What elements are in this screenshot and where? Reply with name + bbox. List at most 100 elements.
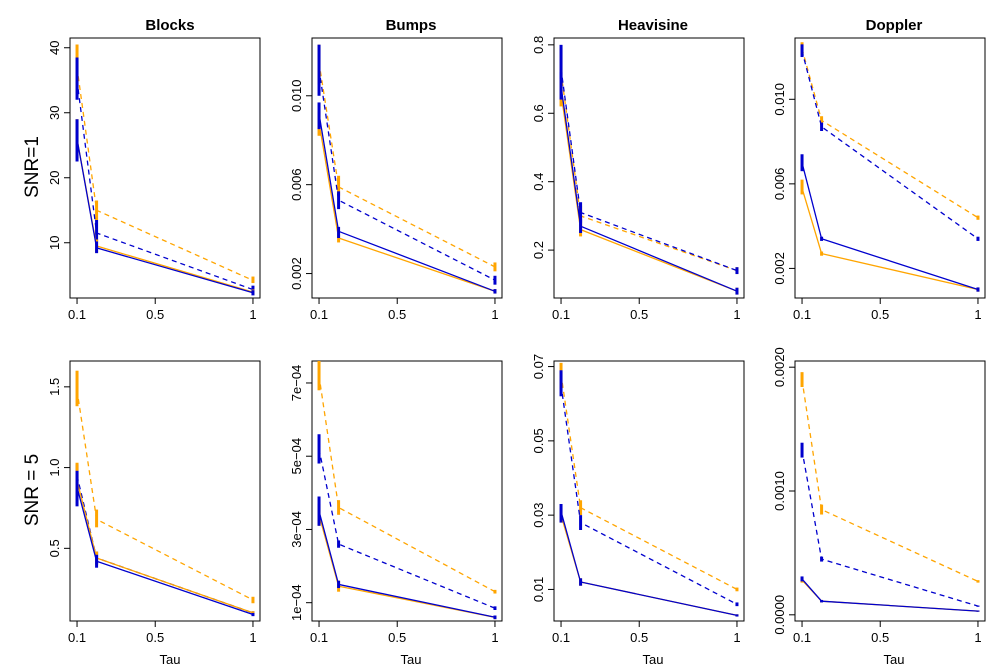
y-tick-label: 1e−04 — [289, 584, 304, 621]
x-tick-label: 1 — [733, 307, 740, 322]
series-line-dashed-blue — [801, 449, 979, 607]
series-line-solid-orange — [801, 187, 979, 291]
x-tick-label: 0.1 — [552, 630, 570, 645]
row-labels: SNR=1 SNR = 5 — [22, 136, 43, 526]
chart-panel-6: 0.01 0.03 0.05 0.07 0.1 0.5 1 — [531, 354, 745, 645]
series-line-dashed-orange — [318, 375, 496, 593]
column-title-doppler: Doppler — [866, 17, 923, 34]
x-labels: Tau Tau Tau Tau — [160, 652, 905, 667]
x-tick-label: 0.5 — [630, 307, 648, 322]
y-tick-label: 0.0010 — [772, 471, 787, 511]
plot-frame — [794, 37, 986, 299]
x-tick-label: 1 — [974, 630, 981, 645]
plot-frame — [553, 360, 745, 622]
x-tick-label: 0.5 — [146, 630, 164, 645]
y-tick-label: 40 — [47, 41, 62, 55]
chart-panel-7: 0.0000 0.0010 0.0020 0.1 0.5 1 — [772, 347, 986, 645]
x-label-col1: Tau — [160, 652, 181, 667]
y-tick-label: 30 — [47, 106, 62, 120]
x-label-col2: Tau — [401, 652, 422, 667]
chart-panel-0: 10 20 30 40 0.1 0.5 1 — [47, 37, 261, 322]
y-tick-label: 0.002 — [772, 252, 787, 285]
x-label-col4: Tau — [884, 652, 905, 667]
chart-panel-3: 0.002 0.006 0.010 0.1 0.5 1 — [772, 37, 986, 322]
column-title-heavisine: Heavisine — [618, 17, 688, 34]
series-line-dashed-blue — [76, 80, 254, 291]
row-label-snr5: SNR = 5 — [22, 454, 43, 526]
x-tick-label: 1 — [974, 307, 981, 322]
series-line-solid-blue — [318, 510, 496, 618]
series-line-dashed-blue — [801, 50, 979, 240]
series-line-solid-orange — [76, 480, 254, 614]
x-tick-label: 0.1 — [310, 630, 328, 645]
x-tick-label: 0.5 — [630, 630, 648, 645]
y-tick-label: 10 — [47, 236, 62, 250]
chart-panel-1: 0.002 0.006 0.010 0.1 0.5 1 — [289, 37, 503, 322]
series-line-dashed-blue — [318, 69, 496, 281]
x-tick-label: 0.1 — [793, 630, 811, 645]
series-line-solid-orange — [560, 514, 738, 617]
y-tick-label: 0.8 — [531, 36, 546, 54]
series-line-dashed-orange — [801, 379, 979, 582]
x-tick-label: 1 — [733, 630, 740, 645]
x-tick-label: 0.1 — [310, 307, 328, 322]
x-tick-label: 0.1 — [68, 630, 86, 645]
x-tick-label: 0.5 — [146, 307, 164, 322]
y-tick-label: 0.010 — [289, 80, 304, 113]
series-line-solid-orange — [318, 514, 496, 618]
y-tick-label: 0.0000 — [772, 595, 787, 635]
y-tick-label: 7e−04 — [289, 365, 304, 402]
plot-frame — [69, 360, 261, 622]
x-tick-label: 0.5 — [871, 307, 889, 322]
series-line-solid-orange — [318, 122, 496, 292]
series-line-dashed-orange — [318, 62, 496, 268]
plot-frame — [553, 37, 745, 299]
y-tick-label: 0.07 — [531, 354, 546, 379]
chart-panel-4: 0.5 1.0 1.5 0.1 0.5 1 — [47, 360, 261, 645]
y-tick-label: 1.5 — [47, 378, 62, 396]
plot-frame — [69, 37, 261, 299]
column-title-bumps: Bumps — [386, 17, 437, 34]
x-tick-label: 0.5 — [871, 630, 889, 645]
series-line-solid-orange — [76, 138, 254, 293]
x-label-col3: Tau — [643, 652, 664, 667]
plot-frame — [794, 360, 986, 622]
chart-panel-5: 1e−04 3e−04 5e−04 7e−04 0.1 0.5 1 — [289, 360, 503, 645]
y-tick-label: 5e−04 — [289, 438, 304, 475]
y-tick-label: 0.0020 — [772, 347, 787, 387]
y-tick-label: 3e−04 — [289, 511, 304, 548]
x-tick-label: 0.1 — [793, 307, 811, 322]
series-line-dashed-blue — [76, 475, 254, 614]
y-tick-label: 0.6 — [531, 104, 546, 122]
series-line-solid-blue — [76, 138, 254, 294]
y-tick-label: 0.05 — [531, 428, 546, 453]
series-line-dashed-orange — [560, 72, 738, 272]
y-tick-label: 0.5 — [47, 539, 62, 557]
series-line-dashed-orange — [76, 390, 254, 601]
chart-panel-2: 0.2 0.4 0.6 0.8 0.1 0.5 1 — [531, 36, 745, 322]
plot-frame — [311, 37, 503, 299]
y-tick-label: 1.0 — [47, 459, 62, 477]
x-tick-label: 1 — [491, 630, 498, 645]
series-line-solid-blue — [801, 578, 979, 612]
y-tick-label: 20 — [47, 171, 62, 185]
y-tick-label: 0.006 — [772, 168, 787, 201]
y-tick-label: 0.006 — [289, 168, 304, 201]
y-tick-label: 0.01 — [531, 577, 546, 602]
y-tick-label: 0.4 — [531, 173, 546, 191]
y-tick-label: 0.2 — [531, 241, 546, 259]
x-tick-label: 0.1 — [68, 307, 86, 322]
series-line-solid-blue — [76, 486, 254, 616]
plot-frame — [311, 360, 503, 622]
series-line-solid-blue — [560, 511, 738, 617]
series-line-solid-blue — [801, 162, 979, 291]
series-line-dashed-blue — [318, 448, 496, 609]
series-line-solid-blue — [318, 113, 496, 292]
series-line-dashed-orange — [560, 373, 738, 590]
x-tick-label: 0.5 — [388, 630, 406, 645]
series-line-solid-orange — [801, 579, 979, 612]
x-tick-label: 0.1 — [552, 307, 570, 322]
y-tick-label: 0.002 — [289, 257, 304, 290]
column-titles: Blocks Bumps Heavisine Doppler — [145, 17, 922, 34]
